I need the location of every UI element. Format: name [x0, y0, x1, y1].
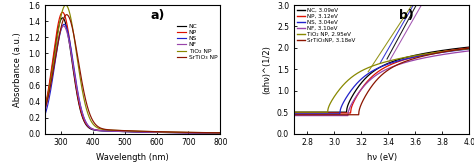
- Line: TiO₂ NP: TiO₂ NP: [45, 5, 220, 133]
- NF: [123, 131, 128, 133]
- X-axis label: Wavelength (nm): Wavelength (nm): [96, 153, 169, 162]
- NC: [123, 131, 128, 133]
- SrTiO₃ NP: [180, 131, 186, 133]
- Y-axis label: (αhν)^(1/2): (αhν)^(1/2): [263, 45, 272, 94]
- SrTiO₃ NP: [218, 132, 223, 134]
- SrTiO₃ NP: [51, 65, 57, 67]
- NC: [218, 132, 223, 134]
- TiO₂ NP: [218, 132, 223, 134]
- NC: [212, 132, 218, 134]
- Y-axis label: Absorbance (a.u.): Absorbance (a.u.): [13, 32, 22, 107]
- Text: b): b): [399, 9, 414, 22]
- NS: [180, 132, 186, 134]
- NF: [51, 63, 57, 65]
- NS: [61, 23, 67, 25]
- TiO₂ NP: [63, 4, 69, 6]
- NP: [123, 130, 128, 132]
- NF: [218, 132, 223, 134]
- NF: [212, 132, 218, 134]
- NC: [212, 132, 218, 134]
- TiO₂ NP: [42, 107, 48, 109]
- NP: [212, 132, 218, 134]
- Line: NF: NF: [45, 26, 220, 133]
- SrTiO₃ NP: [212, 132, 218, 134]
- Legend: NC, 3.09eV, NP, 3.12eV, NS, 3.04eV, NF, 3.10eV, TiO₂ NP, 2.95eV, SrTiO₃NP, 3.18e: NC, 3.09eV, NP, 3.12eV, NS, 3.04eV, NF, …: [297, 8, 356, 43]
- NF: [128, 131, 133, 133]
- NF: [212, 132, 218, 134]
- TiO₂ NP: [180, 131, 186, 133]
- TiO₂ NP: [51, 58, 57, 60]
- NC: [128, 131, 133, 133]
- SrTiO₃ NP: [64, 14, 70, 16]
- SrTiO₃ NP: [123, 130, 128, 132]
- NS: [212, 132, 218, 134]
- NS: [51, 68, 57, 70]
- NS: [128, 131, 133, 133]
- TiO₂ NP: [212, 132, 218, 134]
- SrTiO₃ NP: [128, 130, 133, 132]
- NC: [60, 17, 65, 19]
- Line: NC: NC: [45, 18, 220, 133]
- NF: [61, 25, 66, 27]
- NC: [180, 132, 186, 134]
- NS: [212, 132, 218, 134]
- X-axis label: hν (eV): hν (eV): [366, 153, 397, 162]
- NP: [212, 132, 218, 134]
- NF: [180, 132, 186, 134]
- Line: NP: NP: [45, 12, 220, 133]
- Text: a): a): [150, 9, 164, 22]
- TiO₂ NP: [128, 130, 133, 132]
- Line: NS: NS: [45, 24, 220, 133]
- NP: [60, 11, 65, 13]
- NP: [128, 130, 133, 132]
- NP: [218, 132, 223, 134]
- NP: [42, 105, 48, 107]
- NC: [42, 107, 48, 109]
- NF: [42, 110, 48, 112]
- NC: [51, 54, 57, 56]
- NP: [180, 132, 186, 134]
- NP: [51, 50, 57, 52]
- Legend: NC, NP, NS, NF, TiO₂ NP, SrTiO₃ NP: NC, NP, NS, NF, TiO₂ NP, SrTiO₃ NP: [177, 23, 218, 60]
- TiO₂ NP: [212, 132, 218, 134]
- NS: [42, 114, 48, 116]
- SrTiO₃ NP: [42, 107, 48, 109]
- NS: [218, 132, 223, 134]
- Line: SrTiO₃ NP: SrTiO₃ NP: [45, 15, 220, 133]
- TiO₂ NP: [123, 130, 128, 132]
- NS: [123, 131, 128, 133]
- SrTiO₃ NP: [212, 132, 218, 134]
